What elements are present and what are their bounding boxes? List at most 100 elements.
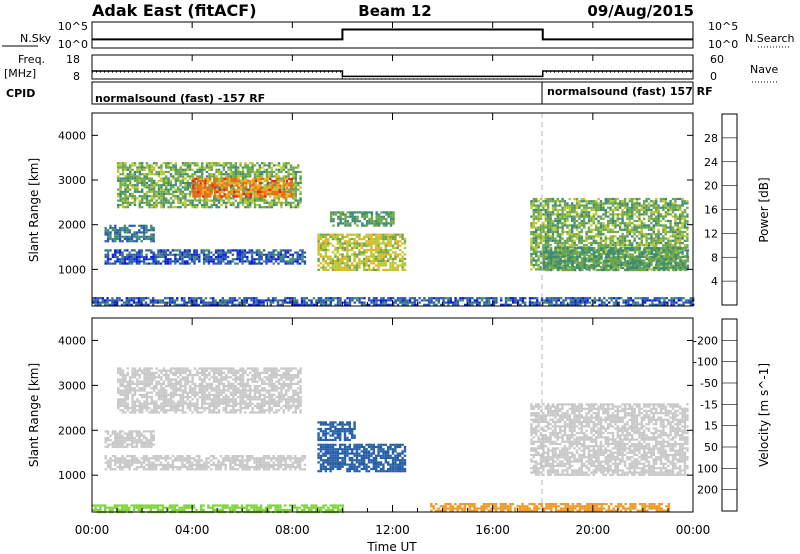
range-cell [578,269,582,272]
range-cell [299,186,302,189]
range-cell [544,213,547,216]
range-cell [545,249,548,252]
range-cell [229,203,233,207]
range-cell [178,249,182,252]
range-cell [599,215,603,218]
range-cell [650,244,653,247]
range-cell [121,226,124,230]
range-cell [587,222,591,225]
range-cell [282,162,285,165]
range-cell [657,213,660,216]
range-cell [128,297,131,300]
range-cell [573,197,576,201]
range-cell [571,241,574,245]
range-cell [645,213,648,216]
range-cell [245,177,248,180]
range-cell [174,195,177,198]
range-cell [599,239,603,242]
range-cell [542,226,545,229]
range-cell [650,217,653,220]
range-cell [641,251,644,254]
range-cell [544,219,547,223]
range-cell [633,206,636,209]
range-cell [174,190,177,193]
range-cell [264,191,267,194]
range-cell [532,259,535,262]
range-cell [292,201,295,204]
range-cell [679,217,682,220]
range-cell [535,204,538,207]
range-cell [623,244,627,247]
range-cell [585,202,588,205]
range-cell [181,170,185,174]
range-cell [265,168,269,171]
range-cell [198,168,201,171]
range-cell [229,162,233,165]
range-cell [672,247,675,250]
range-cell [162,195,165,198]
range-cell [262,303,265,306]
range-cell [626,213,629,216]
range-cell [129,203,132,207]
range-cell [595,262,598,265]
range-cell [142,233,146,236]
range-cell [580,204,583,207]
range-cell [385,211,388,214]
range-cell [351,297,354,300]
range-cell [535,250,538,253]
range-cell [626,217,629,220]
range-cell [262,249,266,252]
range-cell [123,258,127,261]
range-cell [271,180,274,183]
range-cell [228,299,232,302]
range-cell [563,257,567,260]
range-cell [348,244,351,247]
range-cell [169,192,173,196]
range-cell [563,202,567,205]
range-cell [263,168,266,171]
range-cell [123,237,127,241]
range-cell [249,170,252,174]
range-cell [248,251,251,254]
range-cell [190,297,193,300]
range-cell [337,211,340,214]
range-cell [535,259,538,262]
range-cell [272,253,275,256]
range-cell [349,213,352,216]
range-cell [173,299,176,302]
range-cell [616,241,619,245]
range-cell [92,301,95,304]
range-cell [186,162,189,165]
range-cell [173,303,176,306]
range-cell [614,202,617,205]
range-cell [590,249,594,252]
range-cell [141,184,144,187]
range-cell [178,255,182,259]
range-cell [636,255,639,258]
range-cell [188,301,191,304]
range-cell [154,299,157,302]
range-cell [604,239,607,242]
range-cell [573,251,577,254]
range-cell [324,262,327,265]
range-cell [614,206,617,209]
range-cell [650,252,653,256]
range-cell [391,260,395,263]
range-cell [356,217,359,221]
range-cell [262,260,266,263]
range-cell [216,191,219,194]
range-cell [631,208,634,212]
range-cell [174,164,177,167]
range-cell [602,204,605,207]
range-cell [145,184,149,187]
range-cell [580,211,583,214]
range-cell [162,255,165,259]
range-cell [341,217,345,221]
range-cell [189,168,192,171]
range-cell [653,247,656,250]
range-cell [353,220,357,223]
range-cell [189,162,192,165]
range-cell [549,211,552,214]
range-cell [367,233,371,236]
range-cell [299,177,302,180]
